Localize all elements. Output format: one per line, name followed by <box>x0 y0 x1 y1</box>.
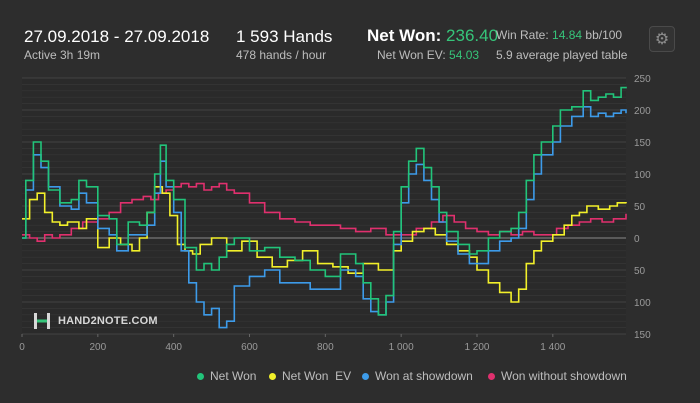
x-axis: 0 200 400 600 800 1 000 1 200 1 400 <box>19 334 566 353</box>
net-won-value: 236.40 <box>446 26 499 45</box>
legend-dot-net-won-ev <box>269 372 276 380</box>
legend-net-won[interactable]: Net Won <box>197 369 256 383</box>
average-tables: 5.9 average played table <box>496 48 628 62</box>
y-tick-label: 200 <box>634 106 651 117</box>
stats-header: 27.09.2018 - 27.09.2018 Active 3h 19m 1 … <box>0 0 700 70</box>
y-axis: 250 200 150 100 50 0 50 100 150 <box>634 74 651 341</box>
legend-dot-showdown <box>362 372 369 380</box>
y-tick-label: 100 <box>634 298 651 309</box>
grid-lines <box>22 77 626 335</box>
win-rate-label: Win Rate: <box>496 28 549 42</box>
hand2note-logo: HAND2NOTE.COM <box>32 311 158 331</box>
win-rate-summary: Win Rate: 14.84 bb/100 <box>496 28 622 42</box>
legend-label-net-won-ev: Net Won EV <box>282 369 352 383</box>
y-tick-label: 50 <box>634 202 646 213</box>
net-won-ev-label: Net Won EV: <box>377 48 446 62</box>
hands-count: 1 593 Hands <box>236 27 333 46</box>
legend-showdown[interactable]: Won at showdown <box>362 369 473 383</box>
win-rate-unit: bb/100 <box>585 28 623 42</box>
chart-legend: Net Won Net Won EV Won at showdown Won w… <box>0 369 700 385</box>
legend-label-non-showdown: Won without showdown <box>501 369 627 383</box>
date-range: 27.09.2018 - 27.09.2018 <box>24 27 210 46</box>
series-layer <box>22 86 627 329</box>
hands-per-hour: 478 hands / hour <box>236 48 327 62</box>
y-tick-label: 0 <box>634 234 640 245</box>
legend-label-net-won: Net Won <box>210 369 257 383</box>
settings-button[interactable]: ⚙ <box>649 26 675 52</box>
gear-icon: ⚙ <box>654 31 670 48</box>
legend-dot-non-showdown <box>488 372 495 380</box>
net-won-summary: Net Won: 236.40 <box>367 26 498 46</box>
legend-dot-net-won <box>197 372 204 380</box>
series-line-net-won <box>22 86 627 316</box>
x-tick-label: 1 400 <box>540 342 565 353</box>
active-time: Active 3h 19m <box>24 48 101 62</box>
net-won-ev-summary: Net Won EV: 54.03 <box>377 48 479 62</box>
net-won-label: Net Won: <box>367 26 442 45</box>
y-tick-label: 150 <box>634 330 651 341</box>
series-line-net-won-ev <box>22 186 627 303</box>
net-won-ev-value: 54.03 <box>449 48 480 62</box>
win-rate-value: 14.84 <box>552 28 583 42</box>
logo-text: HAND2NOTE.COM <box>58 315 158 327</box>
x-tick-label: 0 <box>19 342 25 353</box>
x-tick-label: 1 200 <box>464 342 489 353</box>
y-tick-label: 50 <box>634 266 646 277</box>
x-tick-label: 1 000 <box>389 342 414 353</box>
y-tick-label: 150 <box>634 138 651 149</box>
y-tick-label: 250 <box>634 74 651 85</box>
legend-net-won-ev[interactable]: Net Won EV <box>269 369 351 383</box>
legend-label-showdown: Won at showdown <box>375 369 473 383</box>
y-tick-label: 100 <box>634 170 651 181</box>
legend-non-showdown[interactable]: Won without showdown <box>488 369 627 383</box>
x-tick-label: 600 <box>241 342 258 353</box>
x-tick-label: 800 <box>317 342 334 353</box>
x-tick-label: 400 <box>165 342 182 353</box>
x-tick-label: 200 <box>89 342 106 353</box>
hand2note-logo-icon <box>34 313 50 329</box>
